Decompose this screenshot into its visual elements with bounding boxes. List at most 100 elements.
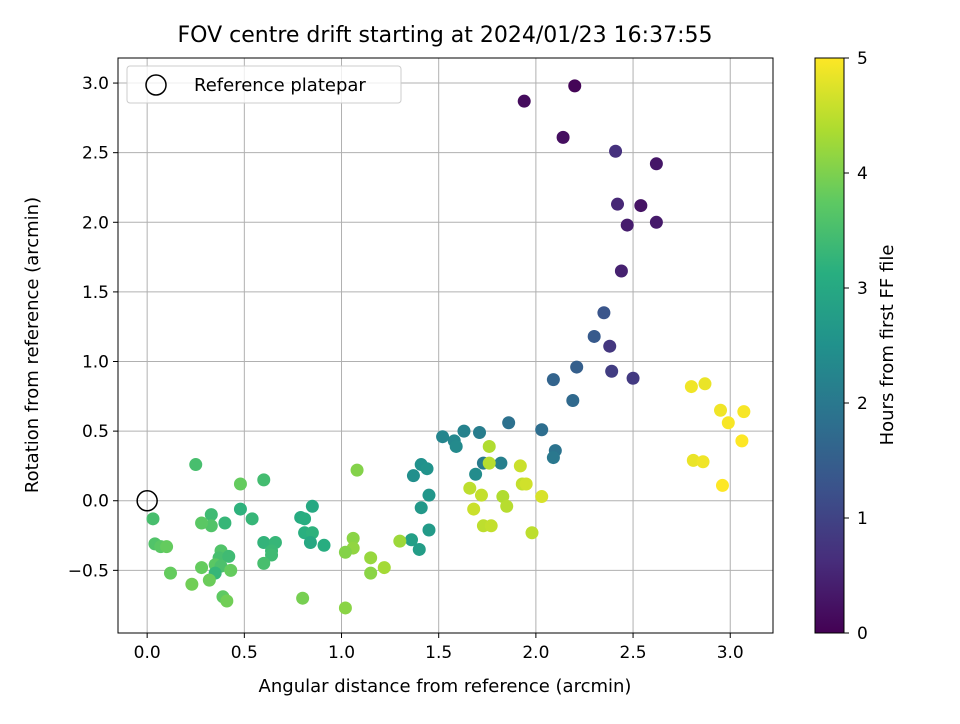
data-point [603, 339, 617, 353]
data-point [195, 561, 209, 575]
data-point [257, 536, 271, 550]
legend-entry-reference: Reference platepar [194, 75, 366, 96]
data-point [218, 516, 232, 530]
data-point [473, 426, 487, 440]
colorbar-tick-label: 0 [857, 624, 868, 644]
colorbar: 0 1 2 3 4 5 Hours from first FF file [814, 49, 898, 644]
data-point [163, 566, 177, 580]
data-point [338, 601, 352, 615]
data-point [500, 499, 514, 513]
chart-title: FOV centre drift starting at 2024/01/23 … [178, 23, 713, 48]
data-point [406, 469, 420, 483]
data-points [136, 79, 751, 615]
data-point [484, 519, 498, 533]
data-point [620, 218, 634, 232]
data-point [414, 501, 428, 515]
data-point [185, 577, 199, 591]
data-point [546, 373, 560, 387]
data-point [305, 526, 319, 540]
data-point [296, 591, 310, 605]
y-tick-label: −0.5 [68, 561, 109, 581]
x-axis-ticks: 0.0 0.5 1.0 1.5 2.0 2.5 3.0 [134, 633, 744, 663]
data-point [502, 416, 516, 430]
y-tick-label: 0.5 [82, 422, 109, 442]
data-point [298, 512, 312, 526]
data-point [721, 416, 735, 430]
x-tick-label: 1.0 [328, 643, 355, 663]
data-point [535, 490, 549, 504]
data-point [568, 79, 582, 93]
grid-lines [118, 58, 773, 633]
data-point [482, 456, 496, 470]
colorbar-label: Hours from first FF file [877, 245, 898, 446]
data-point [649, 157, 663, 171]
x-tick-label: 1.5 [425, 643, 452, 663]
y-tick-label: 2.5 [82, 144, 109, 164]
y-tick-label: 3.0 [82, 74, 109, 94]
data-point [202, 573, 216, 587]
legend: Reference platepar [126, 65, 402, 104]
data-point [474, 488, 488, 502]
data-point [634, 199, 648, 213]
data-point [698, 377, 712, 391]
data-point [220, 594, 234, 608]
data-point [482, 439, 496, 453]
x-tick-label: 2.0 [522, 643, 549, 663]
data-point [303, 536, 317, 550]
data-point [346, 531, 360, 545]
data-point [222, 549, 236, 563]
x-tick-label: 0.0 [134, 643, 161, 663]
data-point [449, 439, 463, 453]
data-point [546, 451, 560, 465]
x-tick-label: 0.5 [231, 643, 258, 663]
colorbar-tick-label: 1 [857, 509, 868, 529]
colorbar-gradient [814, 57, 845, 634]
data-point [195, 516, 209, 530]
data-point [189, 458, 203, 472]
data-point [422, 488, 436, 502]
data-point [224, 563, 238, 577]
x-tick-label: 3.0 [717, 643, 744, 663]
plot-frame [117, 57, 774, 634]
data-point [686, 453, 700, 467]
colorbar-ticks: 0 1 2 3 4 5 [844, 49, 868, 644]
legend-marker-reference [145, 74, 167, 96]
data-point [364, 551, 378, 565]
y-tick-label: 0.0 [82, 492, 109, 512]
data-point [696, 455, 710, 469]
data-point [535, 423, 549, 437]
data-point [377, 561, 391, 575]
data-point [649, 215, 663, 229]
data-point [467, 502, 481, 516]
legend-box [126, 65, 402, 104]
data-point [597, 306, 611, 320]
data-point [233, 477, 247, 491]
y-axis-ticks: −0.5 0.0 0.5 1.0 1.5 2.0 2.5 3.0 [68, 74, 118, 581]
data-point [609, 144, 623, 158]
data-point [494, 456, 508, 470]
colorbar-tick-label: 4 [857, 164, 868, 184]
reference-point-marker [136, 489, 158, 512]
data-point [735, 434, 749, 448]
data-point [404, 533, 418, 547]
data-point [626, 371, 640, 385]
data-point [233, 502, 247, 516]
data-point [614, 264, 628, 278]
data-point [412, 542, 426, 556]
data-point [204, 508, 218, 522]
data-point [305, 499, 319, 513]
data-point [160, 540, 174, 554]
data-point [715, 478, 729, 492]
data-point [525, 526, 539, 540]
data-point [684, 380, 698, 394]
colorbar-tick-label: 3 [857, 279, 868, 299]
y-tick-label: 1.5 [82, 283, 109, 303]
data-point [513, 459, 527, 473]
data-point [605, 364, 619, 378]
data-point [420, 462, 434, 476]
data-point [714, 403, 728, 417]
data-point [245, 512, 259, 526]
colorbar-tick-label: 5 [857, 49, 868, 69]
